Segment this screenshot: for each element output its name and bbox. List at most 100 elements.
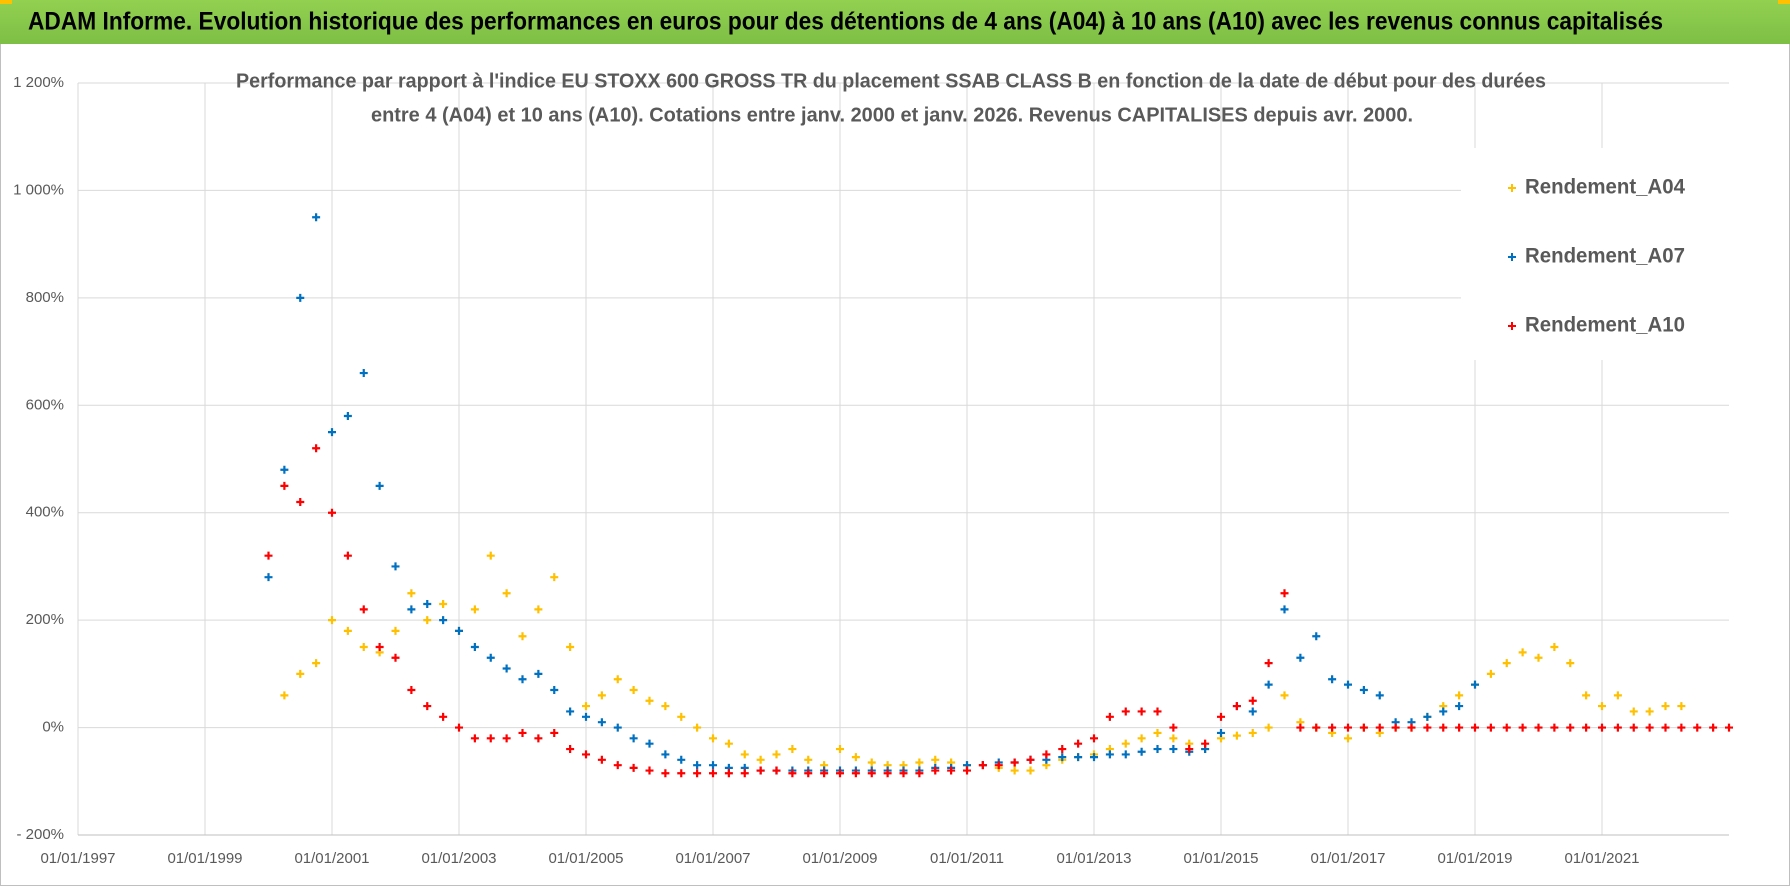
data-point (1058, 753, 1067, 762)
data-point (693, 769, 702, 778)
data-point (296, 669, 305, 678)
data-point (1629, 707, 1638, 716)
x-tick-label: 01/01/2011 (930, 850, 1004, 867)
data-point (328, 616, 336, 625)
x-tick-label: 01/01/2009 (802, 850, 877, 867)
data-point (629, 734, 638, 743)
y-tick-label: 800% (26, 289, 64, 306)
x-tick-label: 01/01/2019 (1437, 850, 1512, 867)
data-point (1677, 723, 1686, 732)
data-point (470, 734, 479, 743)
data-point (534, 734, 543, 743)
data-point (423, 702, 432, 711)
y-tick-label: 400% (26, 504, 64, 521)
data-point (645, 766, 654, 775)
x-tick-label: 01/01/1999 (167, 850, 242, 867)
data-point (407, 589, 416, 598)
data-point (470, 605, 479, 614)
data-point (1661, 723, 1670, 732)
data-point (550, 685, 559, 694)
data-point (772, 750, 781, 759)
data-point (582, 712, 590, 721)
data-point (359, 643, 368, 651)
data-point (1312, 632, 1321, 641)
data-point (264, 573, 273, 582)
data-point (391, 562, 400, 571)
data-point (867, 758, 876, 767)
data-point (978, 761, 987, 770)
data-point (1312, 723, 1321, 732)
data-point (486, 551, 495, 560)
data-point (1518, 648, 1527, 657)
data-point (931, 755, 940, 764)
legend-marker (1508, 184, 1516, 192)
data-point (740, 769, 749, 778)
data-point (1407, 723, 1416, 732)
data-point (470, 643, 479, 651)
data-point (1471, 723, 1479, 732)
data-point (1264, 680, 1273, 689)
data-point (994, 761, 1003, 770)
data-point (1090, 734, 1098, 743)
data-point (693, 761, 702, 770)
data-point (1296, 723, 1305, 732)
data-point (1725, 723, 1733, 732)
data-point (328, 428, 336, 437)
data-point (1486, 723, 1495, 732)
header-title: ADAM Informe. Evolution historique des p… (28, 8, 1663, 36)
data-point (1185, 745, 1194, 754)
data-point (1201, 739, 1210, 748)
data-point (518, 728, 527, 737)
data-point (1280, 605, 1289, 614)
legend-marker (1508, 322, 1516, 330)
data-point (407, 685, 416, 694)
data-point (566, 745, 575, 754)
data-point (328, 508, 336, 517)
data-point (1375, 691, 1384, 700)
data-point (1502, 723, 1511, 732)
data-point (1550, 723, 1559, 732)
data-point (296, 497, 305, 506)
data-point (1550, 643, 1559, 651)
data-point (724, 739, 733, 748)
data-point (343, 412, 352, 421)
data-point (1344, 734, 1352, 743)
data-point (312, 659, 321, 668)
data-point (1598, 702, 1606, 711)
chart-subtitle: entre 4 (A04) et 10 ans (A10). Cotations… (371, 104, 1413, 126)
data-point (629, 685, 638, 694)
data-point (455, 626, 463, 635)
data-point (1455, 702, 1464, 711)
data-point (1090, 753, 1098, 762)
data-point (1137, 734, 1146, 743)
data-point (1328, 675, 1337, 684)
chart-title: Performance par rapport à l'indice EU ST… (236, 70, 1546, 92)
data-point (280, 465, 289, 474)
data-point (1010, 758, 1019, 767)
data-point (439, 712, 448, 721)
y-tick-label: - 200% (16, 826, 64, 843)
data-point (1137, 747, 1146, 756)
data-point (931, 766, 940, 775)
data-point (1693, 723, 1702, 732)
data-point (820, 769, 829, 778)
data-point (1629, 723, 1638, 732)
data-point (534, 605, 543, 614)
data-point (1486, 669, 1495, 678)
x-tick-label: 01/01/2001 (294, 850, 369, 867)
data-point (613, 675, 622, 684)
data-point (1074, 753, 1083, 762)
data-point (756, 755, 765, 764)
x-tick-label: 01/01/2007 (675, 850, 750, 867)
data-point (693, 723, 702, 732)
data-point (391, 626, 400, 635)
data-point (391, 653, 400, 662)
data-point (1264, 723, 1273, 732)
data-point (1217, 728, 1225, 737)
data-point (1344, 680, 1352, 689)
data-point (1566, 723, 1575, 732)
data-point (312, 444, 321, 453)
data-point (534, 669, 543, 678)
data-point (582, 702, 590, 711)
data-point (772, 766, 781, 775)
